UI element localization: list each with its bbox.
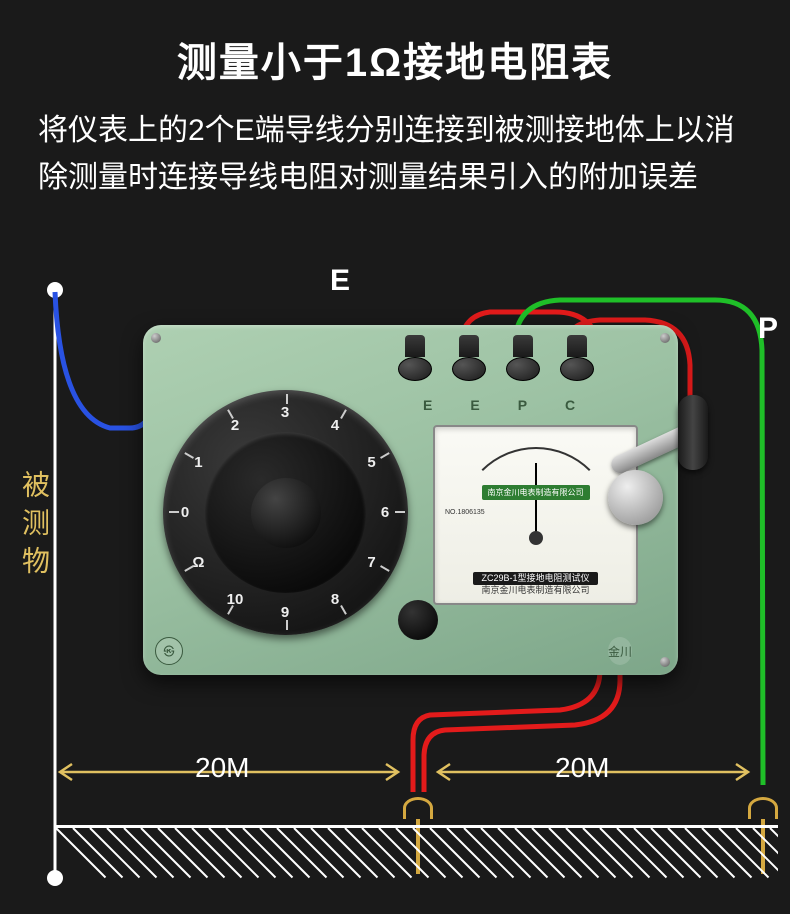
t-label-e1: E bbox=[423, 397, 432, 413]
label-e: E bbox=[330, 264, 350, 298]
subject-label: 被测物 bbox=[14, 470, 54, 584]
terminal-p bbox=[506, 335, 540, 383]
analog-meter: 南京金川电表制造有限公司 NO.1806135 ZC29B-1型接地电阻测试仪 … bbox=[433, 425, 638, 605]
terminal-e1 bbox=[398, 335, 432, 383]
screw-icon bbox=[660, 657, 670, 667]
range-switch bbox=[398, 600, 438, 640]
t-label-c: C bbox=[565, 397, 575, 413]
wiring-diagram: E P C E E P C 012345678910Ω bbox=[0, 270, 790, 914]
screw-icon bbox=[660, 333, 670, 343]
meter-maker-strip: 南京金川电表制造有限公司 bbox=[482, 485, 590, 500]
terminal-block bbox=[398, 335, 594, 383]
meter-model-label: ZC29B-1型接地电阻测试仪 南京金川电表制造有限公司 bbox=[435, 572, 636, 597]
distance-left: 20M bbox=[195, 752, 249, 784]
crank-handle bbox=[678, 395, 708, 470]
terminal-labels: E E P C bbox=[423, 397, 575, 413]
selector-dial: 012345678910Ω bbox=[163, 390, 408, 635]
terminal-c bbox=[560, 335, 594, 383]
t-label-p: P bbox=[518, 397, 527, 413]
ground-surface bbox=[55, 825, 778, 880]
screw-icon bbox=[151, 333, 161, 343]
meter-serial: NO.1806135 bbox=[445, 509, 485, 516]
distance-right: 20M bbox=[555, 752, 609, 784]
badge-right: 金川 bbox=[608, 637, 632, 665]
label-p: P bbox=[758, 312, 778, 346]
terminal-e2 bbox=[452, 335, 486, 383]
earth-tester-device: E E P C 012345678910Ω 南京金川电表制造有限公司 NO.18… bbox=[143, 325, 678, 675]
t-label-e2: E bbox=[470, 397, 479, 413]
page-title: 测量小于1Ω接地电阻表 bbox=[0, 0, 790, 88]
description-text: 将仪表上的2个E端导线分别连接到被测接地体上以消除测量时连接导线电阻对测量结果引… bbox=[0, 88, 790, 201]
badge-left: ㉿ bbox=[155, 637, 183, 665]
meter-needle bbox=[535, 463, 537, 538]
crank-base bbox=[608, 470, 663, 525]
